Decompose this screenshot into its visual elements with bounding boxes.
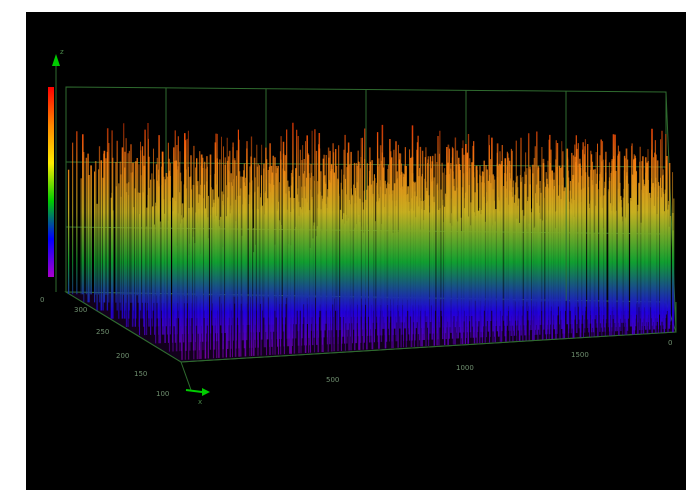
y-axis-line <box>180 361 192 391</box>
x-axis-label: x <box>198 398 202 406</box>
z-axis-arrow-icon <box>52 54 60 66</box>
x-axis-ticks: 500 1000 1500 0 <box>326 339 672 384</box>
x-tick: 0 <box>668 339 672 347</box>
bars-group <box>67 122 675 360</box>
floor-left-edge <box>65 291 182 363</box>
y-tick: 300 <box>74 306 87 314</box>
y-tick: 100 <box>156 390 169 398</box>
z-axis-label: z <box>60 48 64 56</box>
y-tick: 150 <box>134 370 147 378</box>
y-tick: 250 <box>96 328 109 336</box>
origin-axis-marker: x <box>185 388 210 406</box>
y-axis-ticks: 300 250 200 150 100 <box>74 306 169 398</box>
x-tick: 1000 <box>456 364 474 372</box>
x-axis-arrow-icon <box>202 388 210 396</box>
x-tick: 1500 <box>571 351 589 359</box>
x-tick: 500 <box>326 376 339 384</box>
colorbar-gradient <box>48 87 54 277</box>
bar-plot-3d: z 0 300 250 200 150 100 500 1000 1500 0 … <box>40 48 677 406</box>
z-tick-0: 0 <box>40 296 44 304</box>
colorbar: z 0 <box>40 48 64 304</box>
grid-line <box>65 161 667 168</box>
y-tick: 200 <box>116 352 129 360</box>
plot-viewport[interactable]: z 0 300 250 200 150 100 500 1000 1500 0 … <box>26 12 686 490</box>
floor-front-edge <box>180 331 677 363</box>
